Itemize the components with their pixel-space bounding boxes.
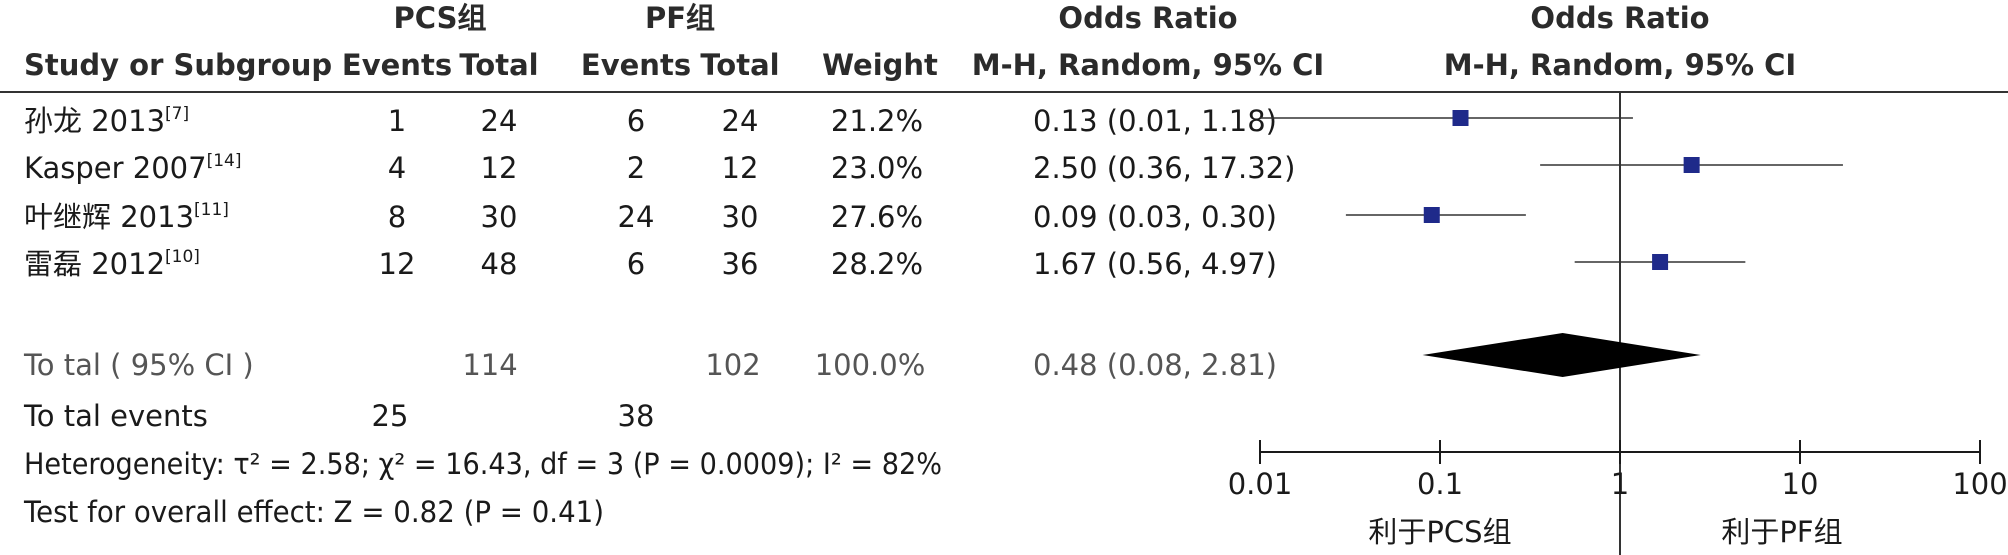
study-name: 雷磊 2012[10] <box>24 247 200 281</box>
tick-label: 1 <box>1611 467 1629 501</box>
col-total1-header: Total <box>459 48 538 82</box>
study-ref: [11] <box>194 200 229 220</box>
point-estimate <box>1683 157 1700 173</box>
study-total2: 36 <box>722 247 759 281</box>
study-total2: 12 <box>722 151 759 185</box>
point-estimate <box>1423 207 1440 223</box>
study-total1: 12 <box>481 151 518 185</box>
study-ref: [14] <box>207 151 242 171</box>
total-events1: 25 <box>372 399 409 433</box>
plot-marks <box>1260 110 1843 377</box>
study-events2: 2 <box>627 151 645 185</box>
favours-right-label: 利于PF组 <box>1721 515 1842 549</box>
study-events1: 12 <box>379 247 416 281</box>
study-name-text: 叶继辉 2013 <box>24 200 194 234</box>
study-name: Kasper 2007[14] <box>24 151 242 185</box>
study-total2: 24 <box>722 104 759 138</box>
study-events1: 4 <box>388 151 406 185</box>
study-ci: 0.09 (0.03, 0.30) <box>1033 200 1277 234</box>
col-total2-header: Total <box>700 48 779 82</box>
study-weight: 23.0% <box>831 151 923 185</box>
study-events1: 1 <box>388 104 406 138</box>
point-estimate <box>1452 110 1469 126</box>
group2-header: PF组 <box>645 1 715 35</box>
study-events2: 6 <box>627 104 645 138</box>
study-weight: 21.2% <box>831 104 923 138</box>
tick-label: 0.01 <box>1228 467 1293 501</box>
study-name-text: 雷磊 2012 <box>24 247 165 281</box>
total-events2: 38 <box>618 399 655 433</box>
x-axis: 0.01 0.1 1 10 100 <box>1228 440 2008 501</box>
study-name: 叶继辉 2013[11] <box>24 200 229 234</box>
tick-label: 0.1 <box>1417 467 1463 501</box>
point-estimate <box>1652 254 1669 270</box>
study-total1: 48 <box>481 247 518 281</box>
study-total1: 30 <box>481 200 518 234</box>
or-title-right: Odds Ratio <box>1530 1 1709 35</box>
favours-left-label: 利于PCS组 <box>1368 515 1511 549</box>
tick-label: 10 <box>1782 467 1819 501</box>
col-events1-header: Events <box>342 48 452 82</box>
study-total1: 24 <box>481 104 518 138</box>
summary-total2: 102 <box>705 348 760 382</box>
tick-label: 100 <box>1952 467 2007 501</box>
summary-label: To tal ( 95% CI ) <box>23 348 254 382</box>
study-name: 孙龙 2013[7] <box>24 104 189 138</box>
summary-weight: 100.0% <box>815 348 926 382</box>
col-weight-header: Weight <box>822 48 938 82</box>
summary-total1: 114 <box>462 348 517 382</box>
or-title-left: Odds Ratio <box>1058 1 1237 35</box>
study-total2: 30 <box>722 200 759 234</box>
col-study-header: Study or Subgroup <box>24 48 332 82</box>
study-ci: 0.13 (0.01, 1.18) <box>1033 104 1277 138</box>
summary-ci: 0.48 (0.08, 2.81) <box>1033 348 1277 382</box>
study-events2: 24 <box>618 200 655 234</box>
overall-effect-text: Test for overall effect: Z = 0.82 (P = 0… <box>23 495 604 529</box>
study-events2: 6 <box>627 247 645 281</box>
total-events-label: To tal events <box>23 399 208 433</box>
or-method-right: M-H, Random, 95% CI <box>1444 48 1796 82</box>
study-ref: [10] <box>165 247 200 267</box>
pooled-diamond <box>1422 333 1701 377</box>
or-method-left: M-H, Random, 95% CI <box>972 48 1324 82</box>
study-weight: 28.2% <box>831 247 923 281</box>
study-ci: 2.50 (0.36, 17.32) <box>1033 151 1295 185</box>
col-events2-header: Events <box>581 48 691 82</box>
group1-header: PCS组 <box>394 1 487 35</box>
study-table: 孙龙 2013[7] 1 24 6 24 21.2% 0.13 (0.01, 1.18)Ka… <box>24 104 1295 281</box>
heterogeneity-text: Heterogeneity: τ² = 2.58; χ² = 16.43, df… <box>24 447 942 481</box>
study-events1: 8 <box>388 200 406 234</box>
study-ref: [7] <box>165 104 189 124</box>
study-name-text: Kasper 2007 <box>24 151 207 185</box>
study-name-text: 孙龙 2013 <box>24 104 165 138</box>
study-weight: 27.6% <box>831 200 923 234</box>
study-ci: 1.67 (0.56, 4.97) <box>1033 247 1277 281</box>
